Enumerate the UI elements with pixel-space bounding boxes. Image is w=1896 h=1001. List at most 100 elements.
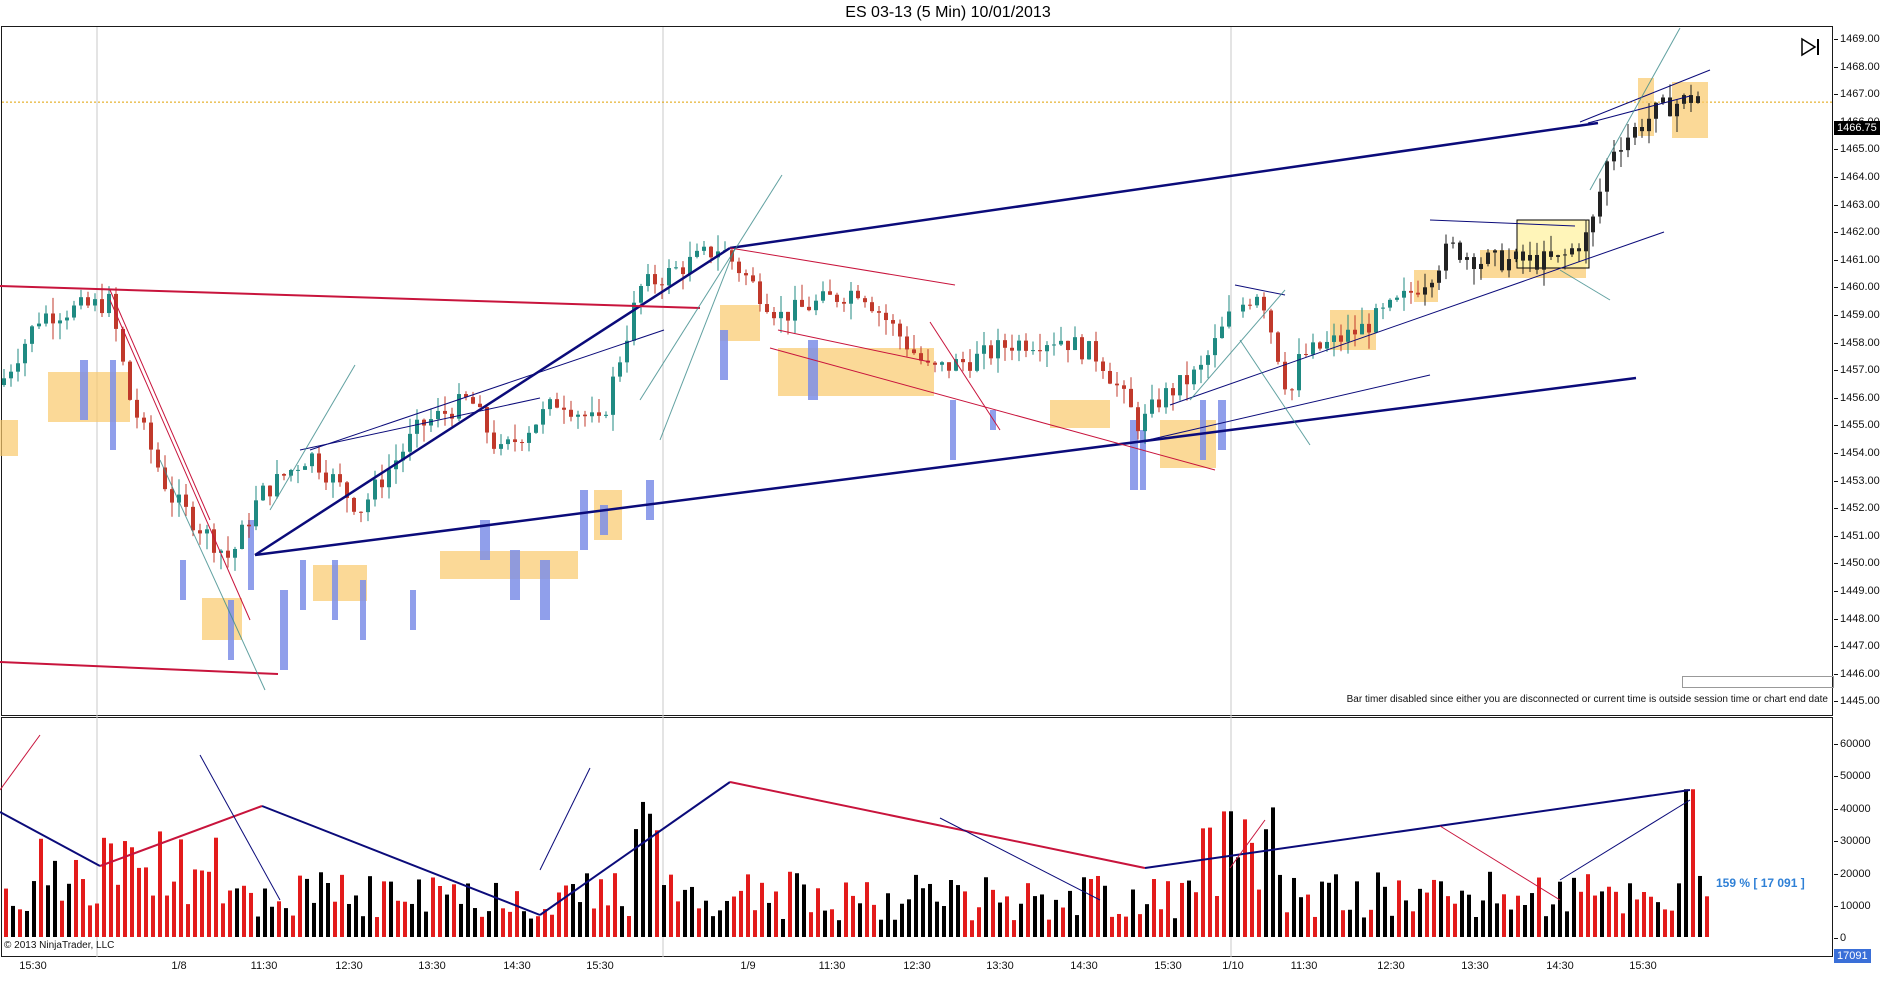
candle-body xyxy=(940,362,944,365)
volume-bar xyxy=(228,890,232,937)
candle-body xyxy=(1451,242,1455,244)
candle-body xyxy=(947,362,951,371)
volume-bar xyxy=(1390,915,1394,937)
volume-bar xyxy=(963,891,967,937)
candle-body xyxy=(499,444,503,449)
volume-bar xyxy=(312,902,316,937)
candle-body xyxy=(835,294,839,302)
candle-body xyxy=(1052,344,1056,346)
time-tick-label: 15:30 xyxy=(586,960,614,972)
candle-body xyxy=(1458,242,1462,260)
volume-profile-sliver xyxy=(646,480,654,520)
volume-bar xyxy=(1635,899,1639,937)
candle-body xyxy=(702,246,706,251)
candle-body xyxy=(1066,340,1070,351)
volume-profile-sliver xyxy=(180,560,186,600)
candle-body xyxy=(737,261,741,274)
volume-bar xyxy=(1292,877,1296,937)
candle-body xyxy=(688,256,692,275)
candle-body xyxy=(233,548,237,558)
volume-bar xyxy=(11,905,15,937)
volume-bar xyxy=(872,904,876,937)
volume-bar xyxy=(837,920,841,937)
volume-bar xyxy=(1460,890,1464,937)
volume-trendline xyxy=(1559,799,1691,881)
volume-trendline xyxy=(0,811,101,867)
time-tick-label: 14:30 xyxy=(503,960,531,972)
time-tick-label: 15:30 xyxy=(19,960,47,972)
price-tick-label: 1450.00 xyxy=(1834,557,1880,570)
skip-to-end-icon[interactable] xyxy=(1799,35,1823,59)
candle-body xyxy=(471,397,475,404)
candle-body xyxy=(590,412,594,417)
trendline-red xyxy=(729,247,956,286)
volume-trendline xyxy=(1439,825,1561,901)
candle-body xyxy=(1339,335,1343,342)
candle-body xyxy=(170,489,174,503)
candle-body xyxy=(415,419,419,434)
price-tick-label: 1457.00 xyxy=(1834,364,1880,377)
candle-body xyxy=(408,433,412,452)
candle-body xyxy=(1199,364,1203,370)
volume-profile-sliver xyxy=(510,550,520,600)
candle-body xyxy=(401,451,405,461)
candle-body xyxy=(933,362,937,365)
volume-bar xyxy=(648,813,652,937)
candle-body xyxy=(968,362,972,371)
volume-bar xyxy=(396,900,400,937)
candle-body xyxy=(1570,248,1574,255)
volume-bar xyxy=(739,890,743,937)
volume-bar xyxy=(928,883,932,937)
time-tick-label: 12:30 xyxy=(1377,960,1405,972)
candle-body xyxy=(891,320,895,324)
volume-bar xyxy=(487,911,491,937)
candle-body xyxy=(296,469,300,471)
candle-body xyxy=(1059,340,1063,345)
price-axis[interactable]: 1469.001468.001467.001466.001465.001464.… xyxy=(1834,26,1896,716)
volume-bar xyxy=(1488,871,1492,937)
volume-bar xyxy=(1509,909,1513,937)
volume-panel[interactable] xyxy=(1,717,1833,957)
candle-body xyxy=(128,361,132,400)
volume-bar xyxy=(1306,894,1310,937)
volume-bar xyxy=(151,895,155,937)
time-tick-label: 1/8 xyxy=(171,960,187,972)
candle-body xyxy=(1073,337,1077,351)
volume-axis[interactable]: 60000 50000 40000 30000 20000 10000 0 17091 xyxy=(1833,717,1896,963)
price-tick-label: 1464.00 xyxy=(1834,171,1880,183)
candle-body xyxy=(1045,345,1049,352)
time-tick-label: 14:30 xyxy=(1070,960,1098,972)
volume-bar xyxy=(480,916,484,937)
volume-bar xyxy=(235,888,239,937)
candle-body xyxy=(1325,341,1329,349)
volume-bar xyxy=(1145,904,1149,937)
volume-bar xyxy=(1628,883,1632,937)
candle-body xyxy=(72,305,76,318)
candle-body xyxy=(618,362,622,377)
time-axis[interactable]: 15:30 1/8 11:30 12:30 13:30 14:30 15:30 1/9 11:3… xyxy=(0,957,1834,977)
candle-body xyxy=(1577,248,1581,252)
candle-body xyxy=(527,432,531,443)
price-tick-label: 1461.00 xyxy=(1834,253,1880,266)
volume-trendline xyxy=(199,754,281,901)
trendline-blue xyxy=(729,121,1599,250)
candle-body xyxy=(1136,407,1140,432)
time-tick-label: 12:30 xyxy=(335,960,363,972)
volume-bar xyxy=(564,885,568,937)
volume-bar xyxy=(795,873,799,937)
candle-body xyxy=(1297,354,1301,391)
candle-body xyxy=(954,359,958,371)
volume-bar xyxy=(1523,904,1527,937)
volume-profile-sliver xyxy=(808,340,818,400)
candle-body xyxy=(338,474,342,483)
volume-trendline xyxy=(539,767,591,871)
price-panel[interactable] xyxy=(1,26,1833,716)
candle-body xyxy=(1080,337,1084,360)
volume-bar xyxy=(1131,889,1135,937)
candle-body xyxy=(646,274,650,286)
volume-bar xyxy=(242,885,246,937)
volume-bar xyxy=(1341,910,1345,937)
candle-body xyxy=(828,291,832,295)
price-tick-label: 1468.00 xyxy=(1834,60,1880,73)
